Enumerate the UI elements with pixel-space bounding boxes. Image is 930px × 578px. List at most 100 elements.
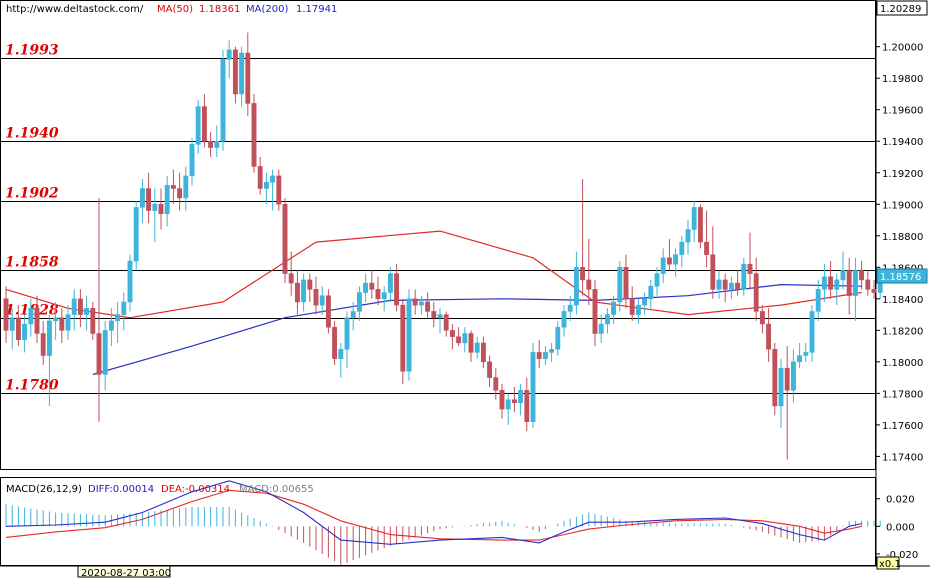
candle-body [660, 257, 666, 274]
candle-body [431, 311, 437, 318]
candle-body [189, 144, 195, 177]
candle-body [139, 188, 145, 208]
candle-body [183, 175, 189, 199]
candle-body [170, 185, 176, 189]
candle-body [704, 241, 710, 255]
candle-body [46, 320, 52, 356]
price-tick-label: 1.18200 [882, 326, 923, 337]
candle-body [828, 276, 834, 290]
macd-panel [0, 477, 876, 566]
scale-box [876, 556, 900, 570]
candle-body [728, 282, 734, 290]
candle-body [797, 355, 803, 363]
level-label: 1.1993 [5, 43, 59, 59]
candle-body [313, 289, 319, 306]
candle-body [747, 263, 753, 274]
candle-body [245, 52, 251, 104]
candle-body [15, 317, 21, 341]
date-label: 2020-08-27 03:00 [81, 568, 171, 578]
candle-body [821, 276, 827, 290]
macd-diff: DIFF:0.00014 [88, 484, 154, 495]
candle-body [338, 348, 344, 359]
candle-body [84, 308, 90, 315]
top-price-label: 1.20289 [880, 4, 921, 15]
candle-body [437, 314, 443, 318]
candle-body [518, 389, 524, 404]
candle-body [499, 389, 505, 410]
candle-body [257, 166, 263, 189]
candle-body [53, 317, 59, 322]
candle-body [301, 279, 307, 303]
candle-body [214, 140, 220, 148]
candle-body [133, 207, 139, 262]
current-price-tag [876, 268, 928, 284]
current-price-label: 1.18576 [880, 272, 921, 283]
candle-body [573, 267, 579, 306]
candle-body [325, 295, 331, 328]
price-panel [0, 0, 876, 470]
ma200-value: 1.17941 [296, 4, 337, 15]
candle-body [276, 175, 282, 205]
candle-body [468, 333, 474, 353]
candle-body [784, 367, 790, 391]
candle-body [493, 377, 499, 391]
candle-body [561, 311, 567, 328]
candle-body [350, 311, 356, 318]
macd-tick-label: 0.000 [886, 522, 915, 533]
candle-body [282, 204, 288, 274]
candle-body [617, 267, 623, 303]
candle-body [642, 298, 648, 306]
price-tick-label: 1.18000 [882, 358, 923, 369]
candle-body [443, 314, 449, 331]
candle-body [555, 326, 561, 350]
candle-body [741, 263, 747, 290]
candle-body [332, 326, 338, 359]
macd-diff-line [5, 480, 862, 545]
candle-body [511, 399, 517, 404]
macd-tick-label: -0.020 [886, 550, 918, 561]
candle-body [604, 314, 610, 325]
ma50-line [5, 230, 862, 319]
candle-body [226, 49, 232, 60]
candle-body [239, 52, 245, 95]
site-url: http://www.deltastock.com/ [6, 4, 144, 15]
macd-dea: DEA:-0.00314 [161, 484, 230, 495]
candle-body [34, 308, 40, 334]
candle-body [530, 352, 536, 422]
candle-body [375, 289, 381, 300]
candle-body [580, 267, 586, 281]
candle-body [592, 289, 598, 334]
level-label: 1.1780 [5, 378, 59, 394]
candle-body [871, 289, 877, 293]
candle-body [598, 323, 604, 334]
price-tick-label: 1.17400 [882, 452, 923, 463]
candle-body [96, 333, 102, 375]
candle-body [208, 140, 214, 148]
date-box [77, 565, 171, 578]
macd-tick-label: 0.020 [886, 495, 915, 506]
candle-body [735, 282, 741, 290]
candle-body [381, 292, 387, 300]
candle-body [697, 207, 703, 243]
candle-body [232, 49, 238, 95]
candle-body [146, 188, 152, 211]
candle-body [790, 361, 796, 391]
price-tick-label: 1.17800 [882, 389, 923, 400]
macd-title: MACD(26,12,9) [6, 484, 82, 495]
candle-body [766, 323, 772, 350]
macd-value: MACD:0.00655 [239, 484, 314, 495]
candle-body [158, 204, 164, 214]
candle-body [834, 279, 840, 290]
price-tick-label: 1.17600 [882, 421, 923, 432]
candle-body [108, 320, 114, 331]
candle-body [71, 298, 77, 315]
candle-body [648, 285, 654, 300]
candle-body [474, 342, 480, 353]
price-tick-label: 1.19200 [882, 169, 923, 180]
candle-body [400, 304, 406, 372]
candle-body [90, 308, 96, 334]
candle-body [251, 103, 257, 167]
candle-body [319, 295, 325, 306]
candle-body [673, 254, 679, 265]
